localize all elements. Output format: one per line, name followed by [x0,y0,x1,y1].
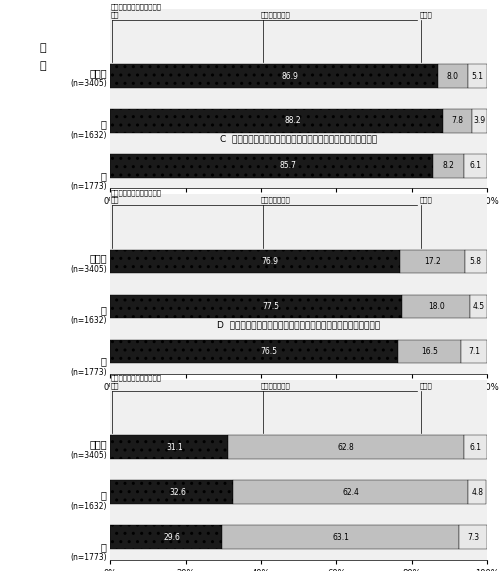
Text: 76.9: 76.9 [261,257,278,266]
Text: 32.6: 32.6 [169,488,186,497]
Text: その必要はない: その必要はない [261,196,290,203]
Text: 18.0: 18.0 [427,302,443,311]
Text: 女: 女 [101,356,107,367]
Bar [110,65,437,88]
Bar [232,480,467,504]
Bar [110,154,432,178]
Text: 総　数: 総 数 [89,68,107,78]
Text: (n=1773): (n=1773) [70,368,107,377]
Bar [401,295,469,318]
Text: (n=3405): (n=3405) [70,79,107,89]
Text: 31.1: 31.1 [166,443,183,452]
Text: 16.5: 16.5 [420,347,437,356]
Text: 無回答: 無回答 [418,196,431,203]
Bar [460,340,486,363]
Text: 総: 総 [39,43,46,53]
Bar [437,65,467,88]
Bar [467,480,485,504]
Bar [399,250,464,274]
Text: (n=1773): (n=1773) [70,182,107,191]
Text: 警察や公的機関がかかわる
べき: 警察や公的機関がかかわる べき [110,189,161,203]
Text: (n=1632): (n=1632) [70,502,107,511]
Text: 29.6: 29.6 [163,533,180,542]
Text: (n=3405): (n=3405) [70,265,107,274]
Text: 62.4: 62.4 [342,488,358,497]
Bar [458,525,486,549]
Bar [110,480,232,504]
Text: (n=1632): (n=1632) [70,316,107,325]
Text: 女: 女 [101,171,107,181]
Text: 5.8: 5.8 [469,257,480,266]
Text: 86.9: 86.9 [282,71,298,81]
Text: 85.7: 85.7 [279,162,296,171]
Text: D  医師の治療が必要とならない程度の暴行を何年かに一度うける: D 医師の治療が必要とならない程度の暴行を何年かに一度うける [217,320,379,329]
Text: 女: 女 [101,542,107,552]
Bar [467,65,486,88]
Text: 総　数: 総 数 [89,439,107,449]
Text: 77.5: 77.5 [262,302,279,311]
Text: 男: 男 [101,490,107,501]
Text: その必要はない: その必要はない [261,382,290,389]
Bar [463,154,486,178]
Text: 76.5: 76.5 [260,347,277,356]
Text: 警察や公的機関がかかわる
べき: 警察や公的機関がかかわる べき [110,3,161,18]
Text: (n=3405): (n=3405) [70,451,107,460]
Text: 17.2: 17.2 [423,257,440,266]
Text: 7.1: 7.1 [467,347,479,356]
Bar [221,525,458,549]
Text: 62.8: 62.8 [337,443,353,452]
Text: 総　数: 総 数 [89,254,107,264]
Text: 警察や公的機関がかかわる
べき: 警察や公的機関がかかわる べき [110,375,161,389]
Bar [227,436,463,459]
Bar [432,154,463,178]
Text: 4.8: 4.8 [470,488,482,497]
Text: 8.0: 8.0 [446,71,458,81]
Text: 3.9: 3.9 [472,116,484,126]
Bar [398,340,460,363]
Bar [463,436,486,459]
Bar [110,295,401,318]
Text: 88.2: 88.2 [284,116,301,126]
Bar [110,109,442,132]
Bar [110,525,221,549]
Bar [110,340,398,363]
Text: 63.1: 63.1 [332,533,348,542]
Bar [110,250,399,274]
Text: その必要はない: その必要はない [261,11,290,18]
Text: (n=1632): (n=1632) [70,131,107,140]
Text: 男: 男 [101,119,107,130]
Text: (n=1773): (n=1773) [70,553,107,562]
Bar [442,109,471,132]
Text: 男: 男 [101,305,107,315]
Text: 8.2: 8.2 [442,162,453,171]
Text: 無回答: 無回答 [418,382,431,389]
Text: 7.3: 7.3 [466,533,478,542]
Bar [464,250,485,274]
Text: 7.8: 7.8 [450,116,462,126]
Text: C  医師の治療が必要とならない程度の暴行をひんぱんにうける: C 医師の治療が必要とならない程度の暴行をひんぱんにうける [220,135,376,144]
Text: 無回答: 無回答 [418,11,431,18]
Text: 4.5: 4.5 [471,302,483,311]
Bar [471,109,485,132]
Text: 数: 数 [39,61,46,71]
Text: 6.1: 6.1 [468,162,480,171]
Bar [469,295,486,318]
Text: 6.1: 6.1 [468,443,480,452]
Text: 5.1: 5.1 [470,71,482,81]
Bar [110,436,227,459]
